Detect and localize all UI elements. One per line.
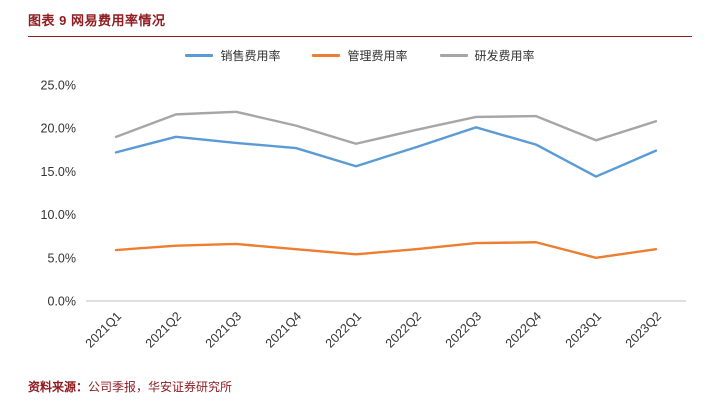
x-axis-tick-label: 2023Q2 xyxy=(623,309,664,350)
y-axis-tick-label: 0.0% xyxy=(48,295,77,309)
source-label: 资料来源： xyxy=(28,380,89,394)
x-axis-tick-label: 2022Q3 xyxy=(443,309,484,350)
legend-item-2: 研发费用率 xyxy=(439,47,535,64)
y-axis-tick-label: 25.0% xyxy=(41,79,76,93)
series-line-2 xyxy=(114,110,658,145)
legend-line-swatch xyxy=(439,53,468,57)
y-axis-tick-label: 20.0% xyxy=(41,122,76,136)
chart-title: 图表 9 网易费用率情况 xyxy=(28,13,166,28)
expense-ratio-chart: 0.0% 5.0% 10.0% 15.0% 20.0% 25.0% 2021Q1 2021Q2… xyxy=(41,79,686,351)
chart-area: 0.0% 5.0% 10.0% 15.0% 20.0% 25.0% 2021Q1 2021Q2… xyxy=(0,63,720,372)
series-line-1 xyxy=(114,241,658,260)
chart-legend: 销售费用率 管理费用率 研发费用率 xyxy=(0,47,720,63)
x-axis-tick-label: 2022Q1 xyxy=(323,309,364,350)
x-axis-tick-label: 2021Q1 xyxy=(83,309,124,350)
legend-label: 研发费用率 xyxy=(474,48,535,63)
legend-label: 管理费用率 xyxy=(347,48,408,63)
series-line-0 xyxy=(114,126,658,178)
x-axis-tick-label: 2022Q2 xyxy=(383,309,424,350)
legend-item-0: 销售费用率 xyxy=(185,47,280,64)
x-axis-tick-label: 2021Q4 xyxy=(263,309,304,350)
legend-label: 销售费用率 xyxy=(220,48,281,63)
title-divider-line xyxy=(28,36,692,37)
x-axis-tick-label: 2023Q1 xyxy=(563,309,604,350)
y-axis-tick-label: 5.0% xyxy=(48,251,77,265)
legend-line-swatch xyxy=(312,53,341,57)
legend-line-swatch xyxy=(185,53,214,57)
legend-item-1: 管理费用率 xyxy=(312,47,408,64)
source-note: 资料来源：公司季报，华安证券研究所 xyxy=(0,372,720,395)
y-axis-tick-label: 15.0% xyxy=(41,165,76,179)
chart-header: 图表 9 网易费用率情况 xyxy=(0,0,720,30)
x-axis-tick-label: 2022Q4 xyxy=(503,309,544,350)
x-axis-tick-label: 2021Q2 xyxy=(143,309,184,350)
y-axis-tick-label: 10.0% xyxy=(41,208,76,222)
source-text: 公司季报，华安证券研究所 xyxy=(88,380,233,394)
x-axis-tick-label: 2021Q3 xyxy=(203,309,244,350)
